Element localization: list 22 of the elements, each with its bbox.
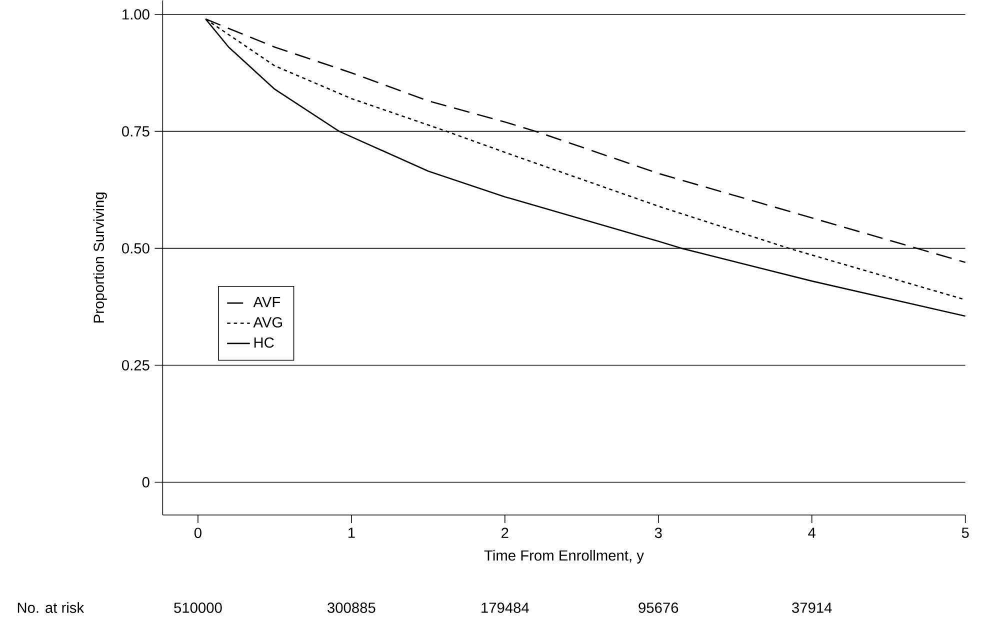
x-tick-label: 4 [808,528,816,538]
text: 37914 [792,602,832,613]
text: 510000 [174,602,222,613]
y-tick-label: 0.50 [122,243,150,254]
legend-label: AVG [253,317,282,328]
legend-label: AVF [253,297,280,308]
legend-label: HC [254,337,274,348]
x-tick-label: 1 [348,528,355,538]
text: 95676 [638,602,678,613]
text: 300885 [328,602,376,613]
y-tick-label: 1.00 [122,9,150,20]
x-axis-title: Time From Enrollment, y [484,550,644,564]
x-tick-label: 3 [654,528,662,538]
x-tick-label: 2 [502,528,508,538]
text: No. at risk [18,602,84,613]
x-tick-label: 5 [962,528,969,538]
y-axis-title: Proportion Surviving [93,192,107,322]
text: 179484 [482,602,529,613]
x-tick-label: 0 [194,528,202,538]
y-tick-label: 0.75 [122,126,150,137]
y-tick-label: 0.25 [122,360,150,370]
y-tick-label: 0 [142,477,150,488]
